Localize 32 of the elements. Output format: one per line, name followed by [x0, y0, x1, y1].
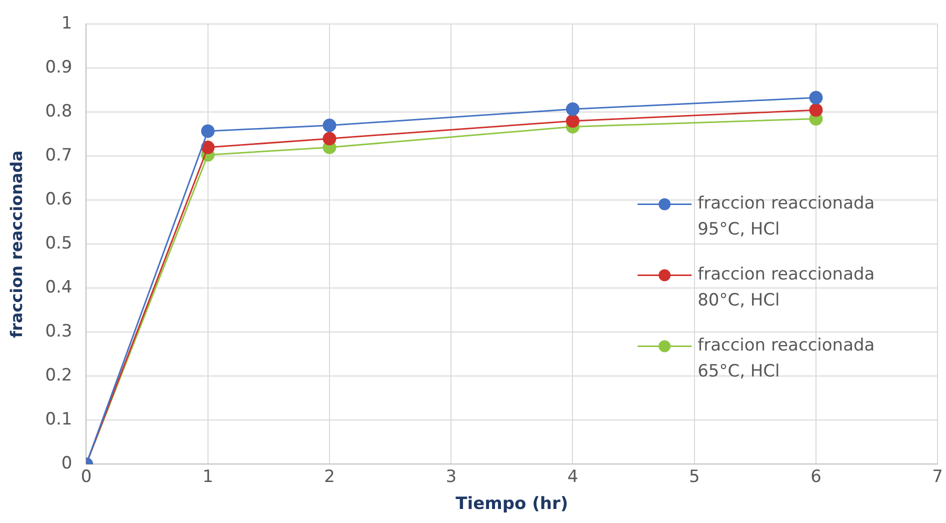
y-tick-label: 0.7 — [45, 146, 72, 166]
y-tick-label: 0 — [61, 454, 72, 474]
point — [201, 140, 215, 154]
y-tick-label: 0.8 — [45, 102, 72, 122]
point — [809, 90, 823, 104]
x-tick-label: 7 — [932, 466, 944, 487]
legend-label: fraccion reaccionada 95°C, HCl — [698, 194, 875, 240]
point — [566, 114, 580, 128]
point — [322, 118, 336, 132]
y-tick-label: 0.6 — [45, 190, 72, 210]
point — [201, 124, 215, 138]
y-tick-label: 0.9 — [45, 58, 72, 78]
y-tick-label: 0.4 — [45, 278, 72, 298]
x-tick-label: 0 — [80, 466, 92, 487]
x-tick-label: 4 — [567, 466, 578, 487]
legend-label: fraccion reaccionada 65°C, HCl — [698, 336, 875, 382]
y-tick-label: 0.1 — [45, 410, 72, 430]
x-axis-title: Tiempo (hr) — [456, 494, 568, 514]
point — [809, 103, 823, 117]
x-tick-label: 3 — [446, 466, 457, 487]
y-tick-label: 1 — [61, 14, 72, 34]
x-tick-label: 2 — [324, 466, 335, 487]
y-tick-label: 0.3 — [45, 322, 72, 342]
x-tick-label: 6 — [810, 466, 822, 487]
y-tick-label: 0.2 — [45, 366, 72, 386]
y-axis-title: fraccion reaccionada — [6, 150, 26, 338]
x-tick-label: 1 — [202, 466, 214, 487]
x-tick-label: 5 — [688, 466, 700, 487]
legend-label: fraccion reaccionada 80°C, HCl — [698, 264, 875, 311]
point — [322, 132, 336, 146]
y-tick-label: 0.5 — [45, 234, 72, 254]
point — [566, 102, 580, 116]
